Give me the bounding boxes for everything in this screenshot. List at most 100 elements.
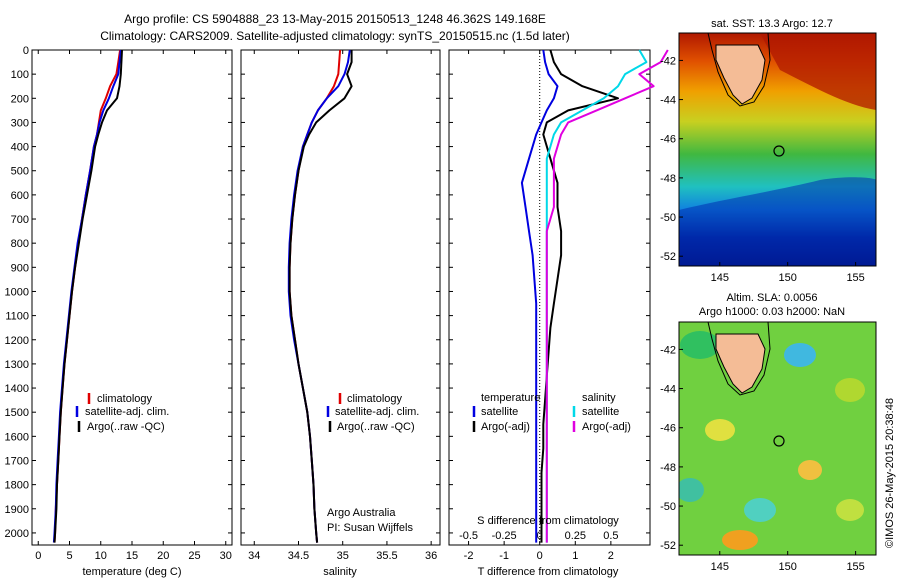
depth-tick-label: 600 — [11, 190, 29, 202]
legend-label-sal-argo: Argo(-adj) — [582, 421, 631, 433]
x-tick-label: 36 — [425, 550, 437, 562]
s-diff-tick-label: 0.5 — [603, 530, 618, 542]
credit-line-1: Argo Australia — [327, 507, 396, 519]
t-difference-axis-label: T difference from climatology — [478, 566, 619, 578]
sla-anomaly — [836, 499, 864, 521]
legend-label-temp-argo: Argo(-adj) — [481, 421, 530, 433]
difference-plot: -2 -1 0 1 2 -0.5 -0.25 0 0.25 0.5 — [449, 49, 669, 562]
argo-location-marker — [773, 435, 785, 447]
s-diff-tick-label: 0.25 — [565, 530, 586, 542]
shelf-contour — [707, 322, 771, 396]
series-argo-raw-qc — [288, 50, 353, 543]
lat-tick-label: -46 — [660, 423, 676, 435]
lon-tick-label: 145 — [711, 561, 729, 573]
lat-tick-label: -44 — [660, 384, 676, 396]
legend-title-temperature: temperature — [481, 392, 540, 404]
depth-tick-label: 1500 — [5, 407, 29, 419]
lat-tick-label: -42 — [660, 55, 676, 67]
shelf-contour — [707, 33, 771, 107]
depth-tick-label: 500 — [11, 166, 29, 178]
legend-label-sal-satellite: satellite — [582, 406, 619, 418]
depth-tick-label: 100 — [11, 69, 29, 81]
depth-tick-label: 1800 — [5, 480, 29, 492]
sla-map-subtitle: Argo h1000: 0.03 h2000: NaN — [699, 306, 845, 318]
temperature-axis-label: temperature (deg C) — [82, 566, 181, 578]
sla-map — [679, 322, 876, 555]
temperature-legend: climatology satellite-adj. clim. Argo(..… — [75, 393, 169, 433]
lon-tick-label: 155 — [846, 272, 864, 284]
x-tick-label: 35 — [337, 550, 349, 562]
x-tick-label: 15 — [126, 550, 138, 562]
sla-anomaly — [798, 460, 822, 480]
legend-label-climatology: climatology — [347, 393, 403, 405]
depth-tick-label: 1400 — [5, 383, 29, 395]
depth-tick-label: 0 — [23, 45, 29, 57]
depth-tick-label: 300 — [11, 117, 29, 129]
sla-map-axes: 145 150 155 -42 -44 -46 -48 -50 -52 — [660, 344, 865, 573]
depth-tick-label: 1700 — [5, 455, 29, 467]
lat-tick-label: -48 — [660, 462, 676, 474]
x-tick-label: -1 — [499, 550, 509, 562]
sst-map-frame — [678, 32, 877, 267]
salinity-legend: climatology satellite-adj. clim. Argo(..… — [326, 393, 419, 433]
depth-tick-label: 900 — [11, 262, 29, 274]
lat-tick-label: -44 — [660, 95, 676, 107]
lat-tick-label: -46 — [660, 134, 676, 146]
sst-map-title: sat. SST: 13.3 Argo: 12.7 — [711, 18, 833, 30]
lat-tick-label: -52 — [660, 251, 676, 263]
sla-anomaly — [722, 530, 758, 550]
depth-tick-label: 400 — [11, 142, 29, 154]
x-tick-label: 30 — [220, 550, 232, 562]
x-tick-label: 5 — [66, 550, 72, 562]
tasmania-landmass — [715, 333, 766, 394]
series-temperature-argo-adj — [540, 49, 619, 543]
x-tick-label: -2 — [464, 550, 474, 562]
x-tick-label: 10 — [95, 550, 107, 562]
lat-tick-label: -52 — [660, 540, 676, 552]
s-diff-tick-label: 0 — [537, 530, 543, 542]
lon-tick-label: 150 — [779, 561, 797, 573]
difference-plot-frame — [448, 49, 651, 546]
lon-tick-label: 150 — [779, 272, 797, 284]
sla-anomaly — [705, 419, 735, 441]
depth-tick-label: 1600 — [5, 431, 29, 443]
depth-tick-label: 2000 — [5, 528, 29, 540]
sst-map-axes: 145 150 155 -42 -44 -46 -48 -50 -52 — [660, 55, 865, 284]
legend-label-satellite: satellite-adj. clim. — [85, 406, 169, 418]
lat-tick-label: -50 — [660, 212, 676, 224]
x-tick-label: 0 — [537, 550, 543, 562]
depth-tick-label: 800 — [11, 238, 29, 250]
depth-tick-label: 700 — [11, 214, 29, 226]
x-tick-label: 34 — [248, 550, 260, 562]
salinity-plot: 34 34.5 35 35.5 36 — [241, 49, 440, 562]
salinity-plot-frame — [240, 49, 441, 546]
lon-tick-label: 145 — [711, 272, 729, 284]
argo-location-marker — [773, 145, 785, 157]
sst-map — [679, 33, 876, 266]
x-tick-label: 35.5 — [376, 550, 397, 562]
series-salinity-argo-adj — [545, 49, 669, 543]
x-tick-label: 20 — [157, 550, 169, 562]
sla-anomaly — [744, 498, 776, 522]
sla-map-frame — [678, 321, 877, 556]
sst-field-warm-patch — [760, 33, 876, 110]
legend-label-argo: Argo(..raw -QC) — [337, 421, 415, 433]
lat-tick-label: -50 — [660, 501, 676, 513]
legend-label-argo: Argo(..raw -QC) — [87, 421, 165, 433]
difference-legend: temperature satellite Argo(-adj) salinit… — [472, 392, 631, 433]
depth-tick-label: 1100 — [5, 311, 29, 323]
depth-tick-label: 1900 — [5, 504, 29, 516]
salinity-axis-label: salinity — [323, 566, 357, 578]
legend-label-climatology: climatology — [97, 393, 153, 405]
x-tick-label: 34.5 — [288, 550, 309, 562]
sla-anomaly — [680, 331, 720, 359]
sla-anomaly — [835, 378, 865, 402]
x-tick-label: 25 — [188, 550, 200, 562]
s-diff-tick-label: -0.5 — [459, 530, 478, 542]
header-line-1: Argo profile: CS 5904888_23 13-May-2015 … — [124, 12, 546, 26]
depth-tick-label: 1300 — [5, 359, 29, 371]
lat-tick-label: -48 — [660, 173, 676, 185]
lat-tick-label: -42 — [660, 344, 676, 356]
temperature-plot-frame — [31, 49, 233, 546]
